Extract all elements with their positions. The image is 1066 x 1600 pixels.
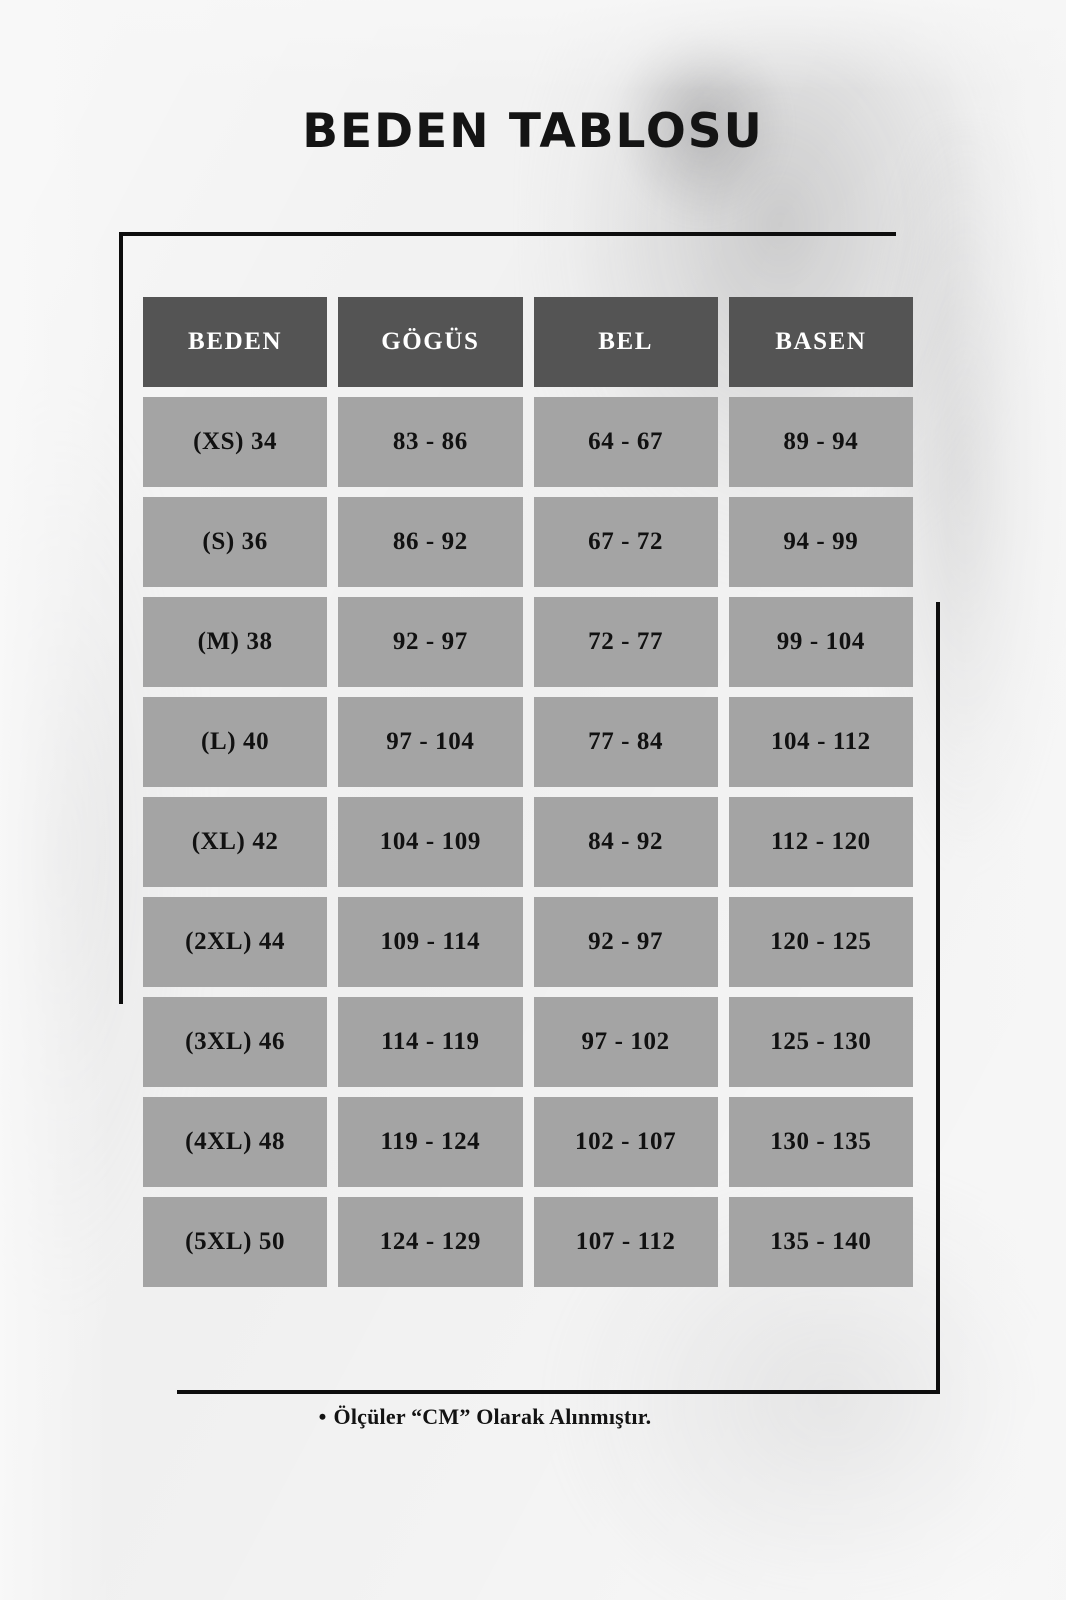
table-row: (XS) 34 83 - 86 64 - 67 89 - 94 xyxy=(143,397,913,487)
cell-beden: (3XL) 46 xyxy=(143,997,328,1087)
cell-gogus: 86 - 92 xyxy=(338,497,523,587)
frame-rule-right xyxy=(936,602,940,1394)
cell-bel: 102 - 107 xyxy=(533,1097,718,1187)
cell-gogus: 83 - 86 xyxy=(338,397,523,487)
table-row: (M) 38 92 - 97 72 - 77 99 - 104 xyxy=(143,597,913,687)
cell-basen: 125 - 130 xyxy=(728,997,913,1087)
cell-basen: 104 - 112 xyxy=(728,697,913,787)
cell-basen: 89 - 94 xyxy=(728,397,913,487)
cell-basen: 112 - 120 xyxy=(728,797,913,887)
cell-beden: (M) 38 xyxy=(143,597,328,687)
cell-bel: 92 - 97 xyxy=(533,897,718,987)
frame-rule-left xyxy=(119,232,123,1004)
cell-beden: (5XL) 50 xyxy=(143,1197,328,1287)
cell-beden: (XL) 42 xyxy=(143,797,328,887)
cell-bel: 107 - 112 xyxy=(533,1197,718,1287)
column-header-beden: BEDEN xyxy=(143,297,328,387)
footer-note: • Ölçüler “CM” Olarak Alınmıştır. xyxy=(0,1404,1066,1430)
cell-bel: 77 - 84 xyxy=(533,697,718,787)
cell-basen: 130 - 135 xyxy=(728,1097,913,1187)
cell-beden: (2XL) 44 xyxy=(143,897,328,987)
page-title: BEDEN TABLOSU xyxy=(302,104,764,159)
bullet-icon: • xyxy=(318,1404,327,1429)
cell-gogus: 109 - 114 xyxy=(338,897,523,987)
table-row: (2XL) 44 109 - 114 92 - 97 120 - 125 xyxy=(143,897,913,987)
cell-basen: 120 - 125 xyxy=(728,897,913,987)
table-row: (4XL) 48 119 - 124 102 - 107 130 - 135 xyxy=(143,1097,913,1187)
cell-gogus: 114 - 119 xyxy=(338,997,523,1087)
frame-rule-bottom xyxy=(177,1390,940,1394)
size-table: BEDEN GÖGÜS BEL BASEN (XS) 34 83 - 86 64… xyxy=(143,297,913,1287)
column-header-gogus: GÖGÜS xyxy=(338,297,523,387)
table-row: (S) 36 86 - 92 67 - 72 94 - 99 xyxy=(143,497,913,587)
cell-bel: 72 - 77 xyxy=(533,597,718,687)
table-row: (3XL) 46 114 - 119 97 - 102 125 - 130 xyxy=(143,997,913,1087)
table-row: (5XL) 50 124 - 129 107 - 112 135 - 140 xyxy=(143,1197,913,1287)
column-header-basen: BASEN xyxy=(728,297,913,387)
frame-rule-top xyxy=(119,232,896,236)
cell-beden: (4XL) 48 xyxy=(143,1097,328,1187)
cell-bel: 64 - 67 xyxy=(533,397,718,487)
cell-beden: (S) 36 xyxy=(143,497,328,587)
cell-beden: (XS) 34 xyxy=(143,397,328,487)
cell-beden: (L) 40 xyxy=(143,697,328,787)
cell-basen: 94 - 99 xyxy=(728,497,913,587)
footer-note-text: Ölçüler “CM” Olarak Alınmıştır. xyxy=(333,1404,652,1429)
cell-gogus: 124 - 129 xyxy=(338,1197,523,1287)
cell-gogus: 119 - 124 xyxy=(338,1097,523,1187)
cell-bel: 84 - 92 xyxy=(533,797,718,887)
cell-basen: 135 - 140 xyxy=(728,1197,913,1287)
cell-bel: 97 - 102 xyxy=(533,997,718,1087)
cell-gogus: 97 - 104 xyxy=(338,697,523,787)
column-header-bel: BEL xyxy=(533,297,718,387)
cell-gogus: 92 - 97 xyxy=(338,597,523,687)
table-header-row: BEDEN GÖGÜS BEL BASEN xyxy=(143,297,913,387)
cell-basen: 99 - 104 xyxy=(728,597,913,687)
table-row: (XL) 42 104 - 109 84 - 92 112 - 120 xyxy=(143,797,913,887)
cell-gogus: 104 - 109 xyxy=(338,797,523,887)
cell-bel: 67 - 72 xyxy=(533,497,718,587)
table-row: (L) 40 97 - 104 77 - 84 104 - 112 xyxy=(143,697,913,787)
